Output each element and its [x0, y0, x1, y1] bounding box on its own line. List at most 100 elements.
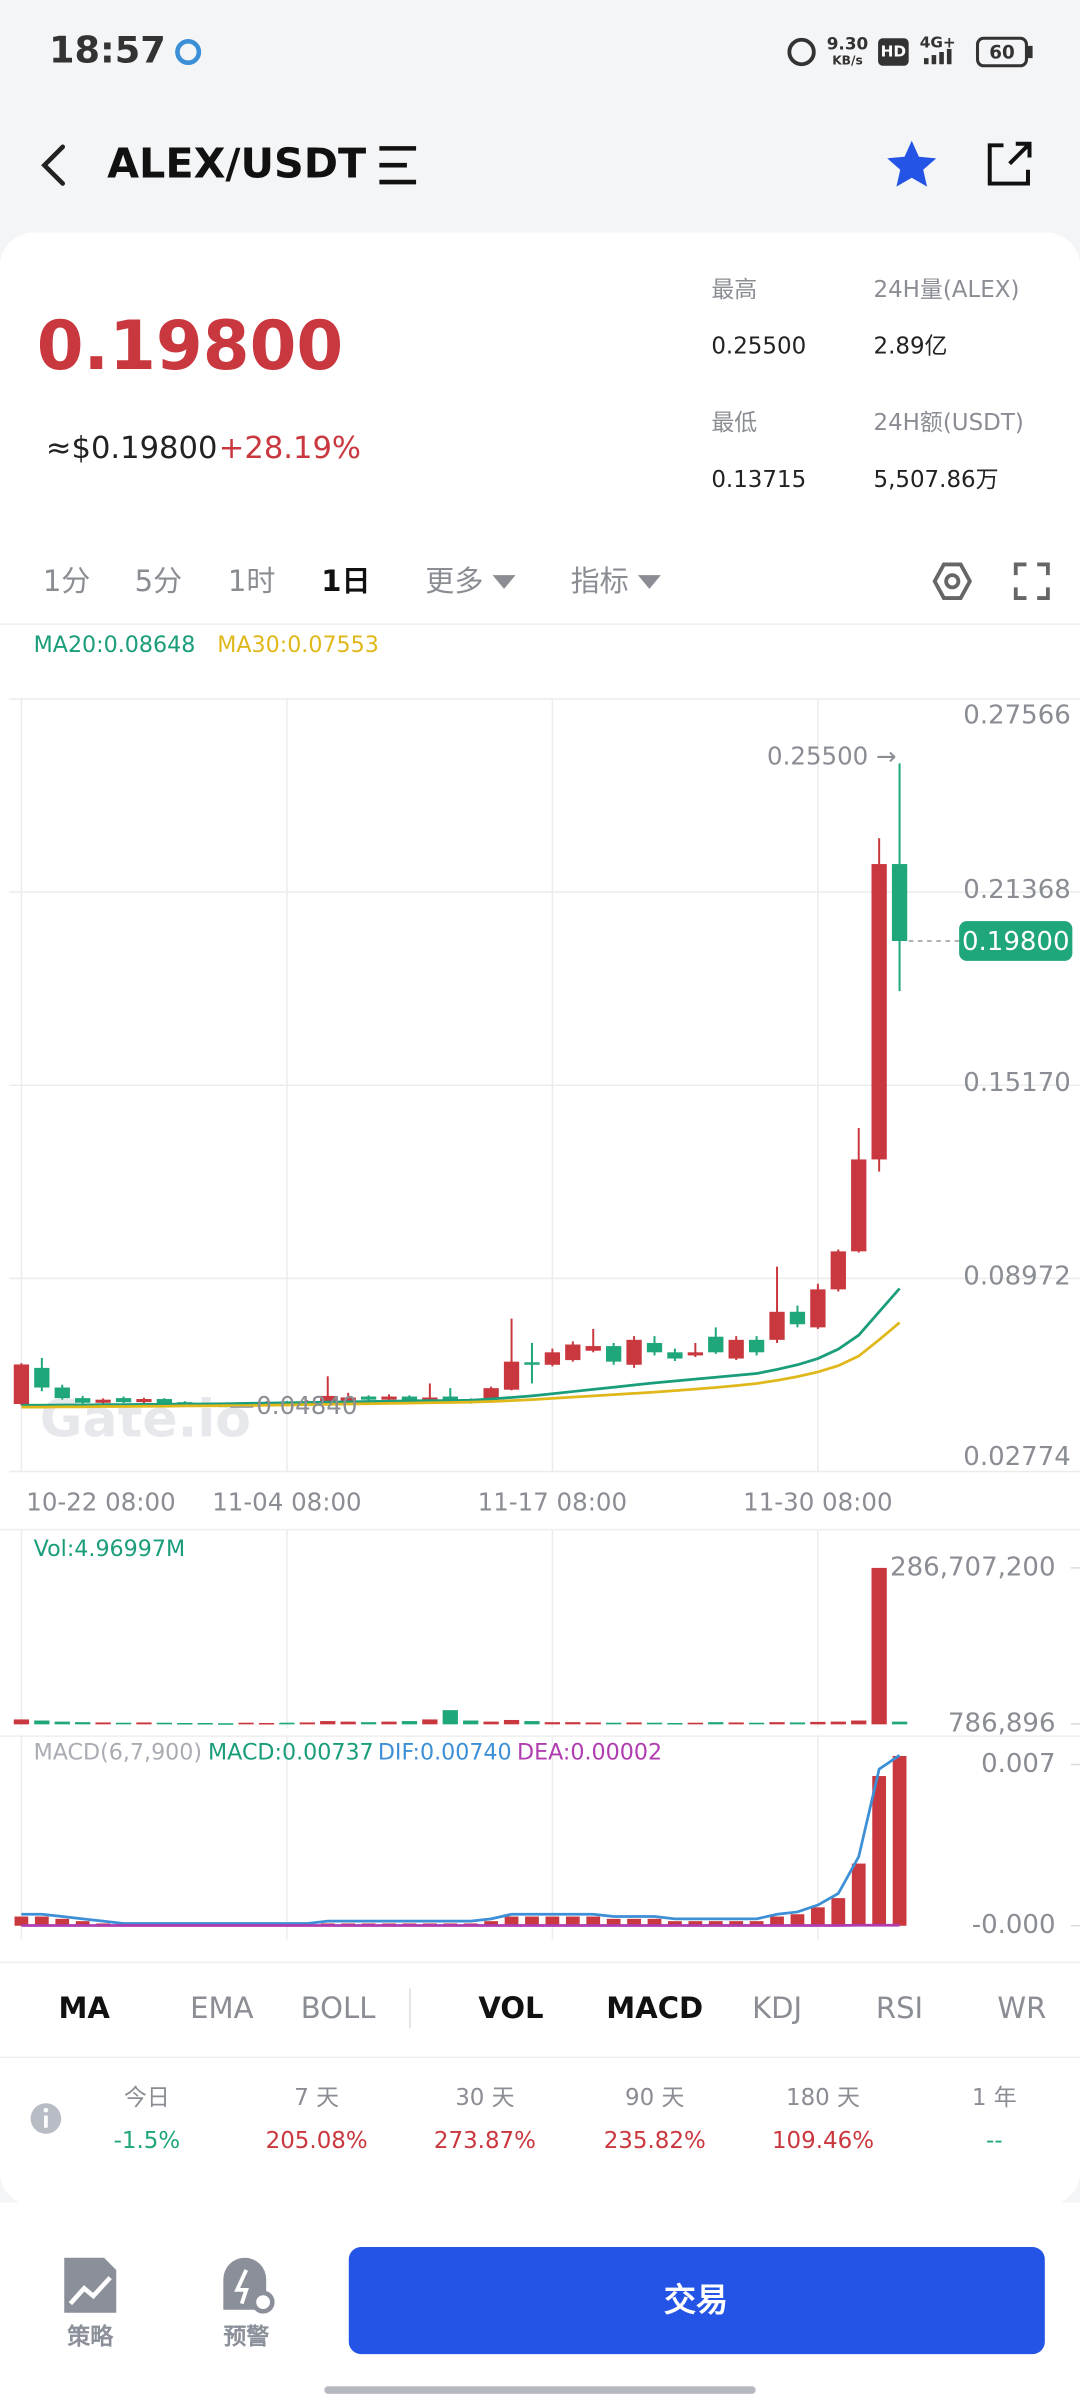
macd-bar	[504, 1916, 519, 1926]
y-tick-label: 286,707,200	[890, 1552, 1055, 1582]
trade-label: 交易	[664, 2281, 728, 2319]
candle-body	[95, 1399, 111, 1403]
volume-bar	[769, 1722, 785, 1725]
menu-icon[interactable]	[379, 146, 417, 185]
volume-bar	[687, 1722, 703, 1725]
candle-body	[851, 1159, 867, 1252]
candle-body	[156, 1399, 173, 1404]
indicator-tabs: MA EMA BOLL VOL MACD KDJ RSI WR	[58, 1991, 1046, 2025]
info-icon-dot	[43, 2107, 49, 2113]
back-button[interactable]	[41, 144, 66, 186]
interval-tabs: 1分 5分 1时 1日 更多 指标	[43, 564, 661, 598]
volume-bar	[360, 1722, 377, 1725]
macd-bar	[749, 1921, 764, 1926]
interval-tab[interactable]: 更多	[425, 564, 483, 598]
candle-body	[646, 1342, 663, 1353]
candle-body	[871, 864, 887, 1160]
candle-body	[75, 1398, 91, 1403]
volume-bar	[442, 1710, 458, 1725]
macd-bar	[872, 1776, 887, 1926]
x-tick-label: 11-17 08:00	[478, 1488, 627, 1517]
interval-tab[interactable]: 1时	[228, 564, 276, 598]
volume-bar	[136, 1722, 152, 1725]
indicator-tab[interactable]: VOL	[478, 1991, 543, 2025]
returns: 今日 -1.5% 7 天 205.08% 30 天 273.87% 90 天 235.82% 1…	[114, 2085, 1017, 2154]
return-value: --	[986, 2128, 1003, 2154]
stat-label: 最低	[711, 410, 757, 436]
card	[0, 232, 1080, 2206]
macd-line	[21, 1754, 901, 1925]
legend-entry: DIF:0.00740	[378, 1739, 512, 1765]
volume-bar	[646, 1722, 663, 1725]
macd-bar	[525, 1916, 539, 1926]
speed: 9.30	[827, 33, 868, 53]
battery-tip	[1027, 45, 1033, 59]
return-value: 109.46%	[772, 2128, 874, 2154]
y-tick-label: 0.007	[981, 1749, 1055, 1779]
candle-body	[728, 1339, 744, 1359]
fullscreen-icon[interactable]	[1013, 562, 1050, 600]
volume-bar	[177, 1722, 193, 1725]
candle-body	[34, 1367, 50, 1388]
indicator-tab[interactable]: RSI	[876, 1991, 923, 2025]
macd-bar	[55, 1918, 70, 1926]
volume-bar	[851, 1720, 867, 1725]
stat-value: 0.25500	[711, 334, 806, 360]
volume-bar	[115, 1722, 132, 1725]
indicator-tab[interactable]: EMA	[190, 1991, 253, 2025]
macd-bar	[851, 1863, 866, 1926]
candle-body	[524, 1362, 540, 1365]
y-tick-label: 0.21368	[963, 875, 1071, 905]
x-tick-label: 11-04 08:00	[212, 1488, 361, 1517]
interval-tab[interactable]: 指标	[571, 564, 629, 598]
indicator-tab[interactable]: MA	[58, 1991, 110, 2025]
volume-bar	[75, 1722, 91, 1725]
volume-bar	[728, 1722, 744, 1725]
legend-entry: MACD:0.00737	[208, 1739, 374, 1765]
volume-bar	[503, 1719, 520, 1725]
indicator-tab[interactable]: WR	[997, 1991, 1046, 2025]
indicator-tab[interactable]: BOLL	[301, 1991, 376, 2025]
indicator-tab[interactable]: KDJ	[752, 1991, 802, 2025]
return-value: 205.08%	[266, 2128, 368, 2154]
candle-body	[13, 1364, 30, 1405]
volume-bar	[13, 1719, 30, 1725]
interval-tab[interactable]: 5分	[135, 564, 183, 598]
interval-tab[interactable]: 1日	[321, 564, 370, 598]
alert-button[interactable]: 预警	[223, 2257, 275, 2350]
macd-bar	[14, 1916, 29, 1926]
last-price-label: 0.19800	[962, 927, 1070, 957]
stat-label: 24H量(ALEX)	[873, 277, 1019, 303]
volume-bar	[565, 1722, 581, 1725]
speed-unit: KB/s	[832, 54, 863, 68]
alarm-icon	[787, 37, 816, 67]
trade-button[interactable]	[348, 2247, 1045, 2355]
network: 4G+	[920, 33, 956, 51]
last-price: 0.19800	[37, 307, 344, 385]
candle-body	[769, 1311, 785, 1340]
last-price-tag	[959, 921, 1073, 961]
low-annotation: 0.04840	[256, 1391, 357, 1420]
macd-bar	[892, 1755, 907, 1926]
volume-bar	[606, 1722, 622, 1725]
info-icon-bar	[44, 2115, 48, 2128]
settings-icon[interactable]	[932, 562, 973, 600]
hd: HD	[881, 43, 906, 61]
share-icon[interactable]	[987, 141, 1032, 186]
favorite-star[interactable]	[887, 140, 937, 187]
indicator-tab[interactable]: MACD	[606, 1991, 703, 2025]
strategy-button[interactable]: 策略	[64, 2257, 117, 2350]
interval-tab[interactable]: 1分	[43, 564, 91, 598]
y-tick-label: 786,896	[948, 1708, 1056, 1738]
volume-bar	[585, 1722, 601, 1725]
macd-bar	[34, 1916, 49, 1926]
candle-body	[503, 1361, 520, 1390]
candle-body	[442, 1396, 458, 1401]
volume-bar	[320, 1721, 336, 1725]
candle-body	[748, 1339, 765, 1353]
change: +28.19%	[219, 431, 361, 466]
x-tick-label: 11-30 08:00	[743, 1488, 892, 1517]
candle-body	[606, 1346, 622, 1362]
